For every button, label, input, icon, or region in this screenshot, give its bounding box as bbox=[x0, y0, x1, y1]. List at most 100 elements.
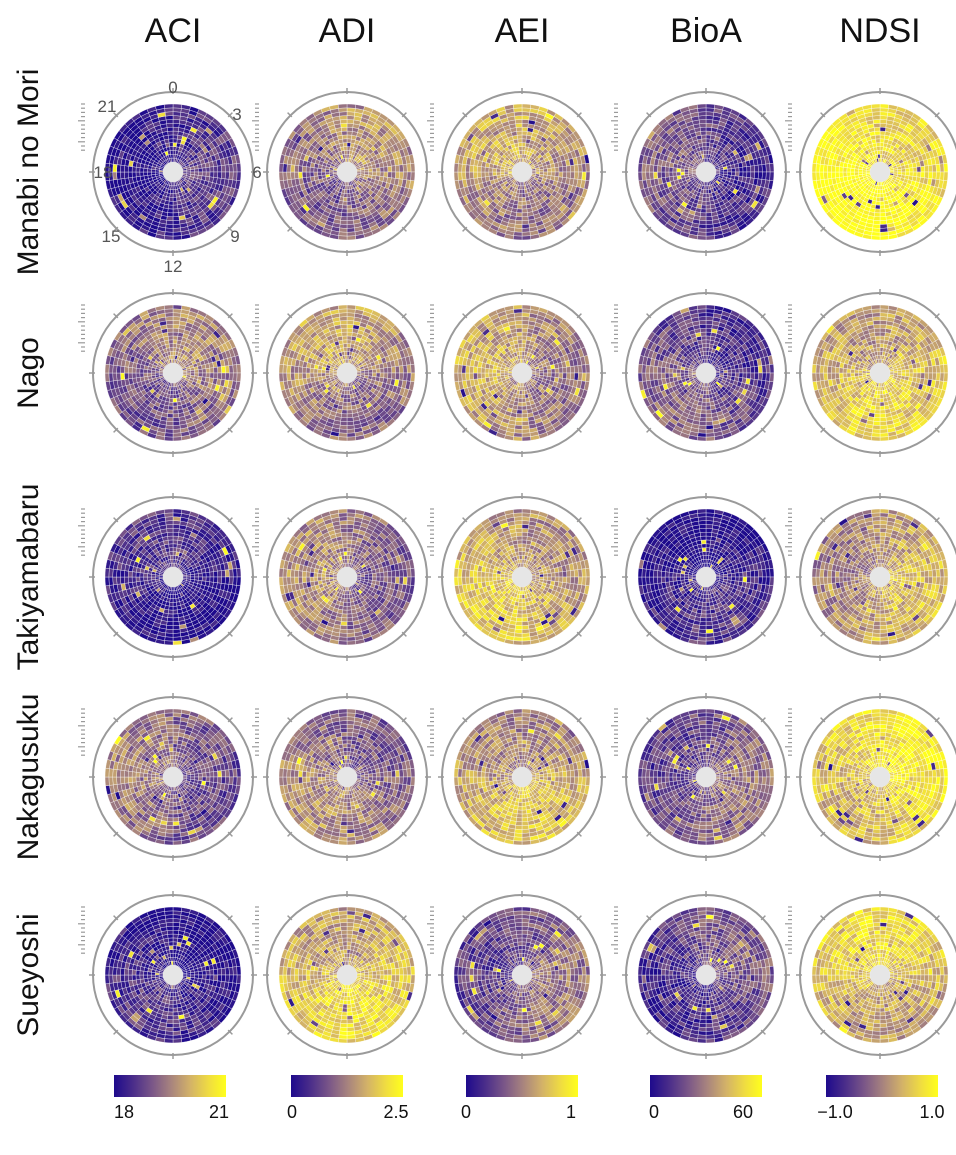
heatmap-cell bbox=[302, 373, 306, 379]
heatmap-cell bbox=[173, 127, 179, 131]
heatmap-cell bbox=[880, 232, 888, 236]
heatmap-cell bbox=[485, 172, 489, 177]
heatmap-cell bbox=[357, 170, 361, 172]
polar-panel-1-1 bbox=[252, 289, 431, 457]
heatmap-cell bbox=[706, 216, 712, 220]
heatmap-cell bbox=[843, 172, 847, 177]
heatmap-cell bbox=[183, 170, 187, 172]
heatmap-cell bbox=[347, 135, 352, 139]
heatmap-cell bbox=[120, 373, 124, 380]
heatmap-cell bbox=[563, 166, 567, 172]
heatmap-cell bbox=[754, 165, 758, 172]
heatmap-cell bbox=[155, 373, 159, 375]
heatmap-cell bbox=[944, 172, 948, 181]
heatmap-cell bbox=[173, 186, 175, 190]
heatmap-cell bbox=[497, 172, 501, 175]
heatmap-cell bbox=[901, 169, 905, 172]
heatmap-cell bbox=[194, 169, 198, 172]
heatmap-cell bbox=[347, 186, 349, 190]
heatmap-cell bbox=[173, 433, 181, 437]
heatmap-cell bbox=[563, 172, 567, 178]
heatmap-cell bbox=[225, 172, 229, 179]
heatmap-cell bbox=[173, 437, 182, 441]
heatmap-cell bbox=[173, 220, 180, 224]
heatmap-cell bbox=[582, 172, 586, 180]
heatmap-cell bbox=[173, 182, 175, 186]
heatmap-cell bbox=[932, 172, 936, 179]
heatmap-cell bbox=[657, 172, 661, 178]
heatmap-cell bbox=[702, 143, 706, 147]
heatmap-cell bbox=[310, 368, 314, 373]
heatmap-cell bbox=[940, 164, 944, 172]
heatmap-cell bbox=[173, 320, 180, 324]
heatmap-cell bbox=[173, 309, 181, 313]
heatmap-cell bbox=[586, 172, 590, 181]
heatmap-cell bbox=[347, 123, 353, 127]
heatmap-cell bbox=[347, 232, 355, 236]
heatmap-cell bbox=[117, 366, 121, 373]
heatmap-cell bbox=[347, 205, 352, 209]
heatmap-cell bbox=[699, 116, 706, 120]
heatmap-cell bbox=[500, 172, 504, 175]
heatmap-cell bbox=[347, 340, 351, 344]
heatmap-cell bbox=[873, 220, 880, 224]
heatmap-cell bbox=[347, 417, 353, 421]
heatmap-cell bbox=[515, 224, 522, 228]
heatmap-cell bbox=[706, 104, 715, 108]
heatmap-cell bbox=[522, 193, 525, 197]
heatmap-cell bbox=[880, 123, 886, 127]
heatmap-cell bbox=[117, 172, 121, 179]
heatmap-cell bbox=[516, 213, 522, 217]
heatmap-cell bbox=[703, 147, 706, 151]
heatmap-cell bbox=[173, 305, 182, 309]
heatmap-cell bbox=[661, 166, 665, 172]
heatmap-cell bbox=[164, 305, 173, 309]
heatmap-cell bbox=[325, 172, 329, 175]
heatmap-cell bbox=[167, 216, 173, 220]
heatmap-cell bbox=[225, 373, 229, 380]
heatmap-cell bbox=[342, 332, 347, 336]
heatmap-cell bbox=[342, 209, 347, 213]
heatmap-cell bbox=[341, 213, 347, 217]
row-title-sueyoshi: Sueyoshi bbox=[12, 913, 45, 1036]
heatmap-cell bbox=[173, 112, 181, 116]
heatmap-cell bbox=[210, 368, 214, 373]
heatmap-cell bbox=[880, 116, 887, 120]
heatmap-cell bbox=[704, 158, 706, 162]
heatmap-cell bbox=[173, 108, 181, 112]
heatmap-cell bbox=[750, 166, 754, 172]
heatmap-cell bbox=[365, 169, 369, 172]
heatmap-cell bbox=[347, 387, 349, 391]
heatmap-cell bbox=[120, 172, 124, 179]
heatmap-cell bbox=[217, 172, 221, 178]
heatmap-cell bbox=[166, 220, 173, 224]
heatmap-cell bbox=[380, 167, 384, 172]
heatmap-cell bbox=[874, 127, 880, 131]
heatmap-cell bbox=[164, 437, 173, 441]
heatmap-cell bbox=[673, 168, 677, 172]
heatmap-cell bbox=[187, 371, 191, 373]
heatmap-cell bbox=[198, 168, 202, 172]
heatmap-cell bbox=[340, 220, 347, 224]
heatmap-cell bbox=[279, 163, 283, 172]
heatmap-cell bbox=[120, 165, 124, 172]
heatmap-cell bbox=[136, 172, 140, 177]
heatmap-cell bbox=[873, 119, 880, 123]
heatmap-cell bbox=[477, 166, 481, 172]
heatmap-cell bbox=[113, 164, 117, 172]
heatmap-cell bbox=[206, 368, 210, 373]
center-hole bbox=[163, 162, 183, 182]
heatmap-cell bbox=[347, 414, 353, 418]
heatmap-cell bbox=[917, 167, 921, 172]
heatmap-cell bbox=[166, 119, 173, 123]
heatmap-cell bbox=[173, 429, 181, 433]
heatmap-cell bbox=[166, 116, 173, 120]
heatmap-cell bbox=[758, 172, 762, 179]
heatmap-cell bbox=[170, 147, 173, 151]
heatmap-cell bbox=[681, 172, 685, 175]
heatmap-cell bbox=[173, 383, 175, 387]
heatmap-cell bbox=[347, 209, 352, 213]
heatmap-cell bbox=[306, 368, 310, 373]
heatmap-cell bbox=[347, 197, 351, 201]
heatmap-cell bbox=[221, 373, 225, 380]
